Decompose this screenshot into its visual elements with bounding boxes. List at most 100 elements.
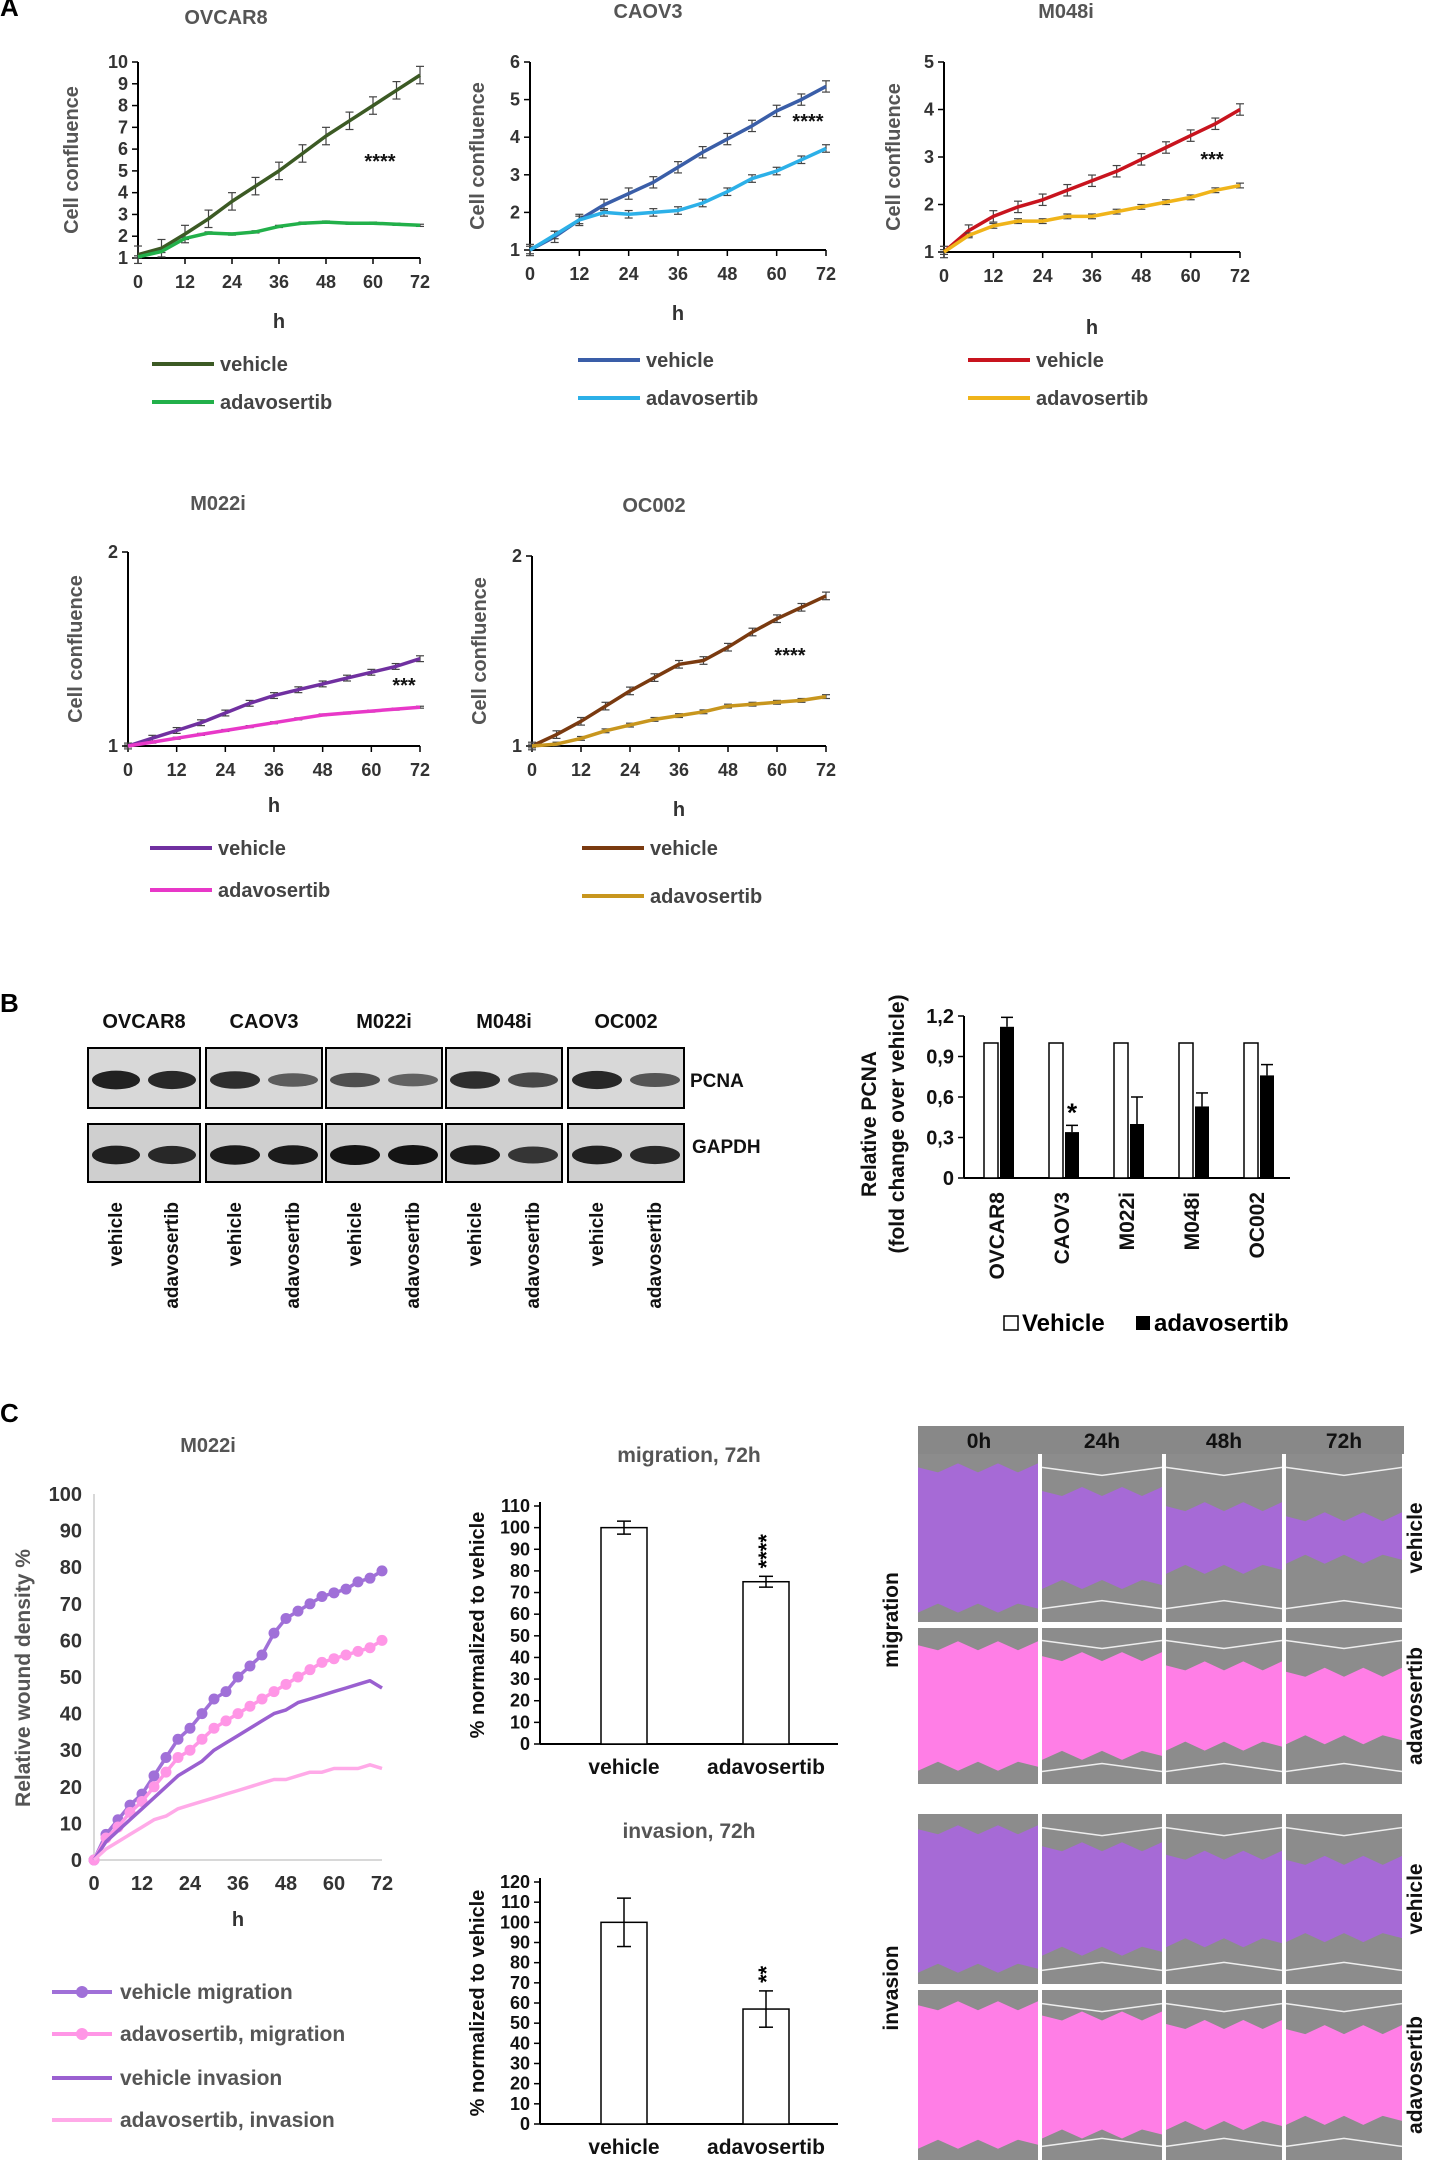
series-adavosertib-migration (88, 1634, 388, 1866)
initial-wound-edge (1285, 1639, 1403, 1650)
scratch-tile (918, 1454, 1038, 1622)
series-marker (340, 1649, 352, 1661)
y-tick-label: 40 (510, 1647, 530, 1667)
legend-label: vehicle (218, 838, 286, 860)
significance-label: **** (754, 1534, 779, 1569)
blot-band (388, 1073, 438, 1087)
y-tick-label: 5 (924, 52, 934, 72)
timepoint-label: 0h (967, 1430, 992, 1453)
initial-wound-edge (1041, 1826, 1163, 1837)
x-tick-label: 60 (323, 1873, 345, 1895)
x-tick-label: CAOV3 (1051, 1192, 1074, 1264)
series-marker (268, 1627, 280, 1639)
legend-label: adavosertib (1154, 1310, 1289, 1337)
lane-label: adavosertib (523, 1202, 544, 1309)
series-marker (304, 1664, 316, 1676)
initial-wound-edge (1041, 1599, 1163, 1610)
y-axis-label: % normalized to vehicle (467, 1512, 489, 1739)
series-line (127, 705, 421, 748)
series-marker (268, 1686, 280, 1698)
bar-adavosertib (1130, 1124, 1144, 1178)
series-marker (160, 1752, 172, 1764)
series-vehicle (528, 591, 830, 751)
series-vehicle-invasion (92, 1678, 383, 1861)
group-label: migration (880, 1572, 903, 1668)
y-tick-label: 10 (510, 2094, 530, 2114)
scratch-tile (1041, 1990, 1163, 2160)
initial-wound-edge (1285, 1961, 1403, 1972)
initial-wound-edge (1165, 1599, 1283, 1610)
initial-wound-edge (1285, 1762, 1403, 1773)
y-tick-label: 90 (510, 1539, 530, 1559)
y-tick-label: 0,6 (926, 1087, 954, 1109)
bar-vehicle (983, 1042, 999, 1179)
y-tick-label: 50 (60, 1667, 82, 1689)
wound-area (1286, 1855, 1402, 1943)
bar-adavosertib (742, 2008, 790, 2125)
y-tick-label: 80 (60, 1557, 82, 1579)
chart-title: CAOV3 (614, 1, 683, 23)
panel-b-western-blot: OVCAR8 vehicle adavosertib CAOV3 vehicle adav… (87, 1011, 761, 1309)
scratch-tile (918, 1990, 1038, 2160)
significance-label: * (1067, 1097, 1078, 1127)
blot-column-m048i: M048i vehicle adavosertib (445, 1011, 563, 1309)
y-tick-label: 70 (510, 1583, 530, 1603)
y-tick-label: 40 (60, 1704, 82, 1726)
chart-title: OVCAR8 (184, 7, 267, 29)
y-tick-label: 100 (500, 1912, 530, 1932)
blot-band (508, 1072, 558, 1088)
chart-title: M048i (1038, 1, 1094, 23)
x-tick-label: 72 (410, 760, 430, 780)
initial-wound-edge (1165, 2137, 1283, 2148)
series-adavosertib (124, 705, 424, 748)
initial-wound-edge (1285, 1599, 1403, 1610)
blot-band (388, 1145, 438, 1165)
blot-column-caov3: CAOV3 vehicle adavosertib (205, 1011, 323, 1309)
y-tick-label: 30 (60, 1740, 82, 1762)
y-tick-label: 10 (108, 52, 128, 72)
x-tick-label: 48 (313, 760, 333, 780)
bar-vehicle (1048, 1042, 1064, 1179)
x-tick-label: 48 (316, 272, 336, 292)
series-marker (256, 1649, 268, 1661)
x-tick-label: vehicle (588, 1756, 659, 1779)
wound-area (1042, 1487, 1162, 1589)
bar-adavosertib (1000, 1026, 1014, 1178)
legend-label: adavosertib, migration (120, 2023, 345, 2046)
x-tick-label: 12 (167, 760, 187, 780)
significance-label: **** (364, 151, 395, 173)
y-tick-label: 2 (924, 195, 934, 215)
y-tick-label: 3 (924, 147, 934, 167)
y-tick-label: 1,2 (926, 1006, 954, 1028)
y-tick-label: 0 (520, 2114, 530, 2134)
series-line (531, 694, 827, 748)
y-tick-label: 5 (118, 161, 128, 181)
series-adavosertib (940, 182, 1244, 255)
series-marker (160, 1766, 172, 1778)
series-vehicle (134, 65, 424, 265)
initial-wound-edge (1165, 1762, 1283, 1773)
y-tick-label: 2 (512, 546, 522, 566)
x-tick-label: 36 (227, 1873, 249, 1895)
blot-band (330, 1145, 380, 1165)
series-marker (364, 1642, 376, 1654)
bar-vehicle (1243, 1042, 1259, 1179)
y-tick-label: 0 (520, 1734, 530, 1754)
timepoint-header-bar (918, 1426, 1404, 1454)
scratch-tile (1165, 1814, 1283, 1984)
y-tick-label: 50 (510, 1626, 530, 1646)
y-tick-label: 1 (512, 736, 522, 756)
series-marker (220, 1715, 232, 1727)
y-tick-label: 1 (924, 242, 934, 262)
lane-label: vehicle (465, 1202, 486, 1266)
panel-label-b: B (0, 988, 19, 1018)
y-tick-label: 4 (118, 183, 128, 203)
legend-label: vehicle (1036, 350, 1104, 372)
y-axis-label: Relative wound density % (12, 1549, 35, 1807)
initial-wound-edge (1041, 1639, 1163, 1650)
series-adavosertib (526, 144, 830, 255)
x-tick-label: 72 (1230, 266, 1250, 286)
x-tick-label: 36 (669, 760, 689, 780)
y-tick-label: 1 (510, 240, 520, 260)
